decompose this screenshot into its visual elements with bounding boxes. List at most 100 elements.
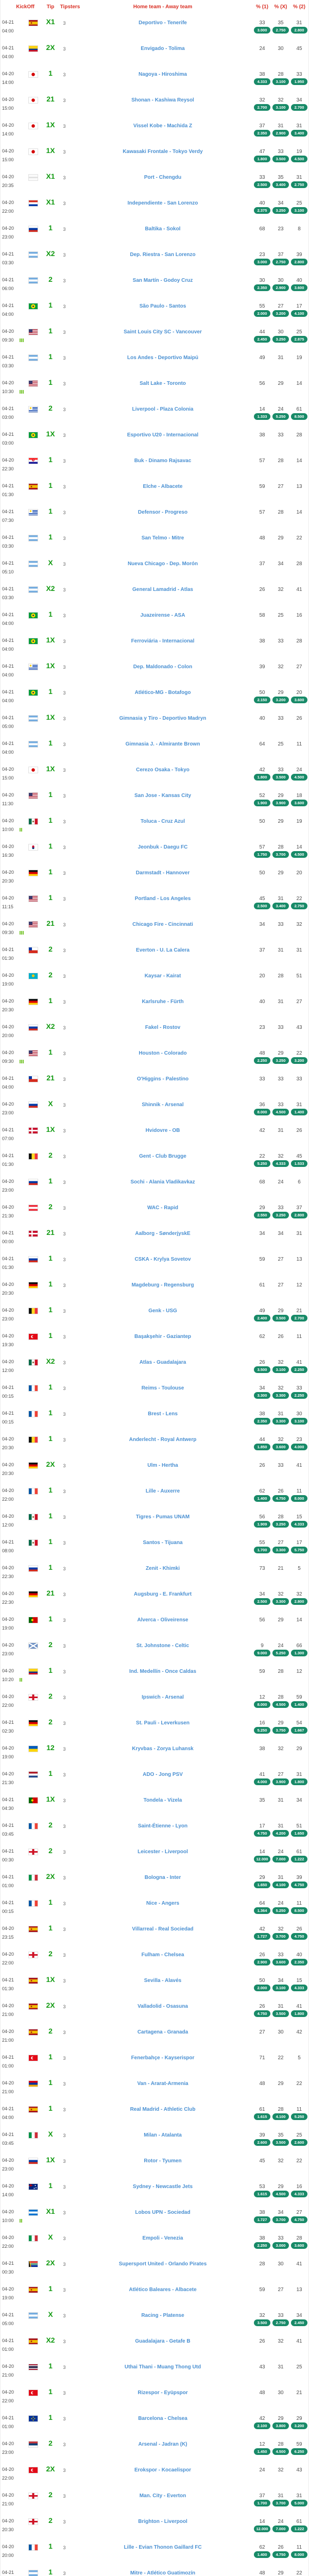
odds-away-button[interactable]: 2.875 xyxy=(291,336,307,343)
odds-draw-button[interactable]: 4.500 xyxy=(272,2191,289,2197)
match-link[interactable]: Ipswich - Arsenal xyxy=(142,1694,184,1700)
odds-home-button[interactable]: 1.615 xyxy=(254,2113,270,2120)
odds-home-button[interactable]: 1.615 xyxy=(254,2191,270,2197)
match-link[interactable]: Man. City - Everton xyxy=(139,2493,186,2499)
match-link[interactable]: Arsenal - Jadran (K) xyxy=(138,2442,187,2447)
odds-home-button[interactable]: 1.700 xyxy=(254,1547,270,1553)
odds-home-button[interactable]: 1.400 xyxy=(254,2551,270,2558)
odds-away-button[interactable]: 2.800 xyxy=(291,1212,307,1218)
odds-draw-button[interactable]: 4.500 xyxy=(272,1701,289,1708)
odds-home-button[interactable]: 12.000 xyxy=(254,2526,270,2532)
odds-draw-button[interactable]: 3.100 xyxy=(272,104,289,111)
odds-home-button[interactable]: 12.000 xyxy=(254,1856,270,1862)
match-link[interactable]: Toluca - Cruz Azul xyxy=(140,819,185,824)
odds-away-button[interactable]: 5.000 xyxy=(291,2500,307,2506)
odds-away-button[interactable]: 4.750 xyxy=(291,1882,307,1888)
odds-draw-button[interactable]: 4.100 xyxy=(272,1882,289,1888)
match-link[interactable]: Uthai Thani - Muang Thong Utd xyxy=(124,2364,201,2370)
match-link[interactable]: Everton - U. La Calera xyxy=(136,947,190,953)
odds-home-button[interactable]: 2.350 xyxy=(254,284,270,291)
match-link[interactable]: Brighton - Liverpool xyxy=(138,2519,187,2524)
odds-away-button[interactable]: 2.750 xyxy=(291,181,307,188)
match-link[interactable]: Reims - Toulouse xyxy=(141,1385,184,1391)
match-link[interactable]: Dep. Riestra - San Lorenzo xyxy=(130,252,196,258)
odds-away-button[interactable]: 4.500 xyxy=(291,156,307,162)
odds-home-button[interactable]: 8.000 xyxy=(254,1701,270,1708)
odds-away-button[interactable]: 3.100 xyxy=(291,207,307,214)
match-link[interactable]: Baltika - Sokol xyxy=(145,226,181,232)
match-link[interactable]: Buk - Dinamo Rajsavac xyxy=(134,458,192,464)
match-link[interactable]: Rotor - Tyumen xyxy=(144,2158,182,2164)
odds-home-button[interactable]: 1.800 xyxy=(254,774,270,781)
odds-home-button[interactable]: 2.100 xyxy=(254,2422,270,2429)
odds-draw-button[interactable]: 4.500 xyxy=(272,2448,289,2455)
match-link[interactable]: Magdeburg - Regensburg xyxy=(131,1282,194,1288)
match-link[interactable]: Genk - USG xyxy=(148,1308,177,1314)
odds-away-button[interactable]: 1.533 xyxy=(291,1160,307,1167)
match-link[interactable]: Nice - Angers xyxy=(146,1901,180,1906)
match-link[interactable]: Kaysar - Kairat xyxy=(144,973,181,979)
odds-home-button[interactable]: 2.350 xyxy=(254,130,270,137)
odds-home-button[interactable]: 2.400 xyxy=(254,1315,270,1321)
odds-home-button[interactable]: 2.375 xyxy=(254,207,270,214)
odds-away-button[interactable]: 3.600 xyxy=(291,284,307,291)
odds-home-button[interactable]: 4.333 xyxy=(254,78,270,85)
match-link[interactable]: Fenerbahçe - Kayserispor xyxy=(131,2055,195,2061)
match-link[interactable]: Atlético Baleares - Albacete xyxy=(129,2287,197,2293)
odds-away-button[interactable]: 8.500 xyxy=(291,1907,307,1914)
match-link[interactable]: WAC - Rapid xyxy=(147,1205,178,1211)
odds-away-button[interactable]: 4.750 xyxy=(291,1933,307,1940)
odds-draw-button[interactable]: 3.300 xyxy=(272,1547,289,1553)
odds-draw-button[interactable]: 4.200 xyxy=(272,1830,289,1837)
match-link[interactable]: Anderlecht - Royal Antwerp xyxy=(129,1437,197,1443)
match-link[interactable]: Dep. Maldonado - Colon xyxy=(133,664,193,670)
odds-draw-button[interactable]: 7.000 xyxy=(272,2526,289,2532)
odds-home-button[interactable]: 2.600 xyxy=(254,2139,270,2146)
odds-home-button[interactable]: 1.909 xyxy=(254,1521,270,1528)
odds-draw-button[interactable]: 2.750 xyxy=(272,2319,289,2326)
odds-draw-button[interactable]: 2.900 xyxy=(272,284,289,291)
odds-away-button[interactable]: 4.333 xyxy=(291,2191,307,2197)
odds-away-button[interactable]: 1.800 xyxy=(291,1778,307,1785)
match-link[interactable]: Villarreal - Real Sociedad xyxy=(132,1926,194,1932)
odds-draw-button[interactable]: 4.750 xyxy=(272,2551,289,2558)
odds-draw-button[interactable]: 3.400 xyxy=(272,903,289,909)
odds-draw-button[interactable]: 3.500 xyxy=(272,774,289,781)
odds-away-button[interactable]: 4.333 xyxy=(291,1521,307,1528)
match-link[interactable]: Gent - Club Brugge xyxy=(139,1154,186,1159)
odds-away-button[interactable]: 3.100 xyxy=(291,1418,307,1425)
odds-away-button[interactable]: 2.250 xyxy=(291,1366,307,1373)
odds-draw-button[interactable]: 3.400 xyxy=(272,181,289,188)
odds-away-button[interactable]: 1.222 xyxy=(291,1856,307,1862)
match-link[interactable]: ADO - Jong PSV xyxy=(143,1772,183,1777)
match-link[interactable]: Santos - Tijuana xyxy=(143,1540,183,1546)
match-link[interactable]: Nueva Chicago - Dep. Morón xyxy=(127,561,198,567)
odds-home-button[interactable]: 8.000 xyxy=(254,1109,270,1115)
odds-away-button[interactable]: 1.222 xyxy=(291,2526,307,2532)
match-link[interactable]: St. Johnstone - Celtic xyxy=(136,1643,190,1649)
odds-away-button[interactable]: 2.800 xyxy=(291,1598,307,1605)
match-link[interactable]: Lille - Evian Thonon Gaillard FC xyxy=(124,2545,202,2550)
odds-draw-button[interactable]: 3.800 xyxy=(272,2422,289,2429)
odds-away-button[interactable]: 6.250 xyxy=(291,2448,307,2455)
odds-draw-button[interactable]: 3.750 xyxy=(272,1727,289,1734)
odds-away-button[interactable]: 2.450 xyxy=(291,2319,307,2326)
odds-draw-button[interactable]: 3.600 xyxy=(272,1444,289,1450)
match-link[interactable]: Racing - Platense xyxy=(141,2313,184,2318)
match-link[interactable]: Bologna - Inter xyxy=(144,1875,181,1880)
match-link[interactable]: Gimnasia J. - Almirante Brown xyxy=(125,741,200,747)
match-link[interactable]: Saint Louis City SC - Vancouver xyxy=(124,329,202,335)
match-link[interactable]: Rizespor - Eyüpspor xyxy=(138,2390,188,2396)
odds-draw-button[interactable]: 3.100 xyxy=(272,1366,289,1373)
odds-draw-button[interactable]: 3.300 xyxy=(272,1392,289,1399)
odds-away-button[interactable]: 2.700 xyxy=(291,1315,307,1321)
match-link[interactable]: Ind. Medellín - Once Caldas xyxy=(129,1669,197,1674)
match-link[interactable]: Esportivo U20 - Internacional xyxy=(127,432,199,438)
odds-home-button[interactable]: 1.900 xyxy=(254,800,270,806)
odds-home-button[interactable]: 1.727 xyxy=(254,1933,270,1940)
match-link[interactable]: Cerezo Osaka - Tokyo xyxy=(136,767,190,773)
odds-home-button[interactable]: 1.850 xyxy=(254,1444,270,1450)
odds-home-button[interactable]: 1.450 xyxy=(254,2448,270,2455)
odds-draw-button[interactable]: 4.333 xyxy=(272,1160,289,1167)
odds-away-button[interactable]: 2.750 xyxy=(291,903,307,909)
